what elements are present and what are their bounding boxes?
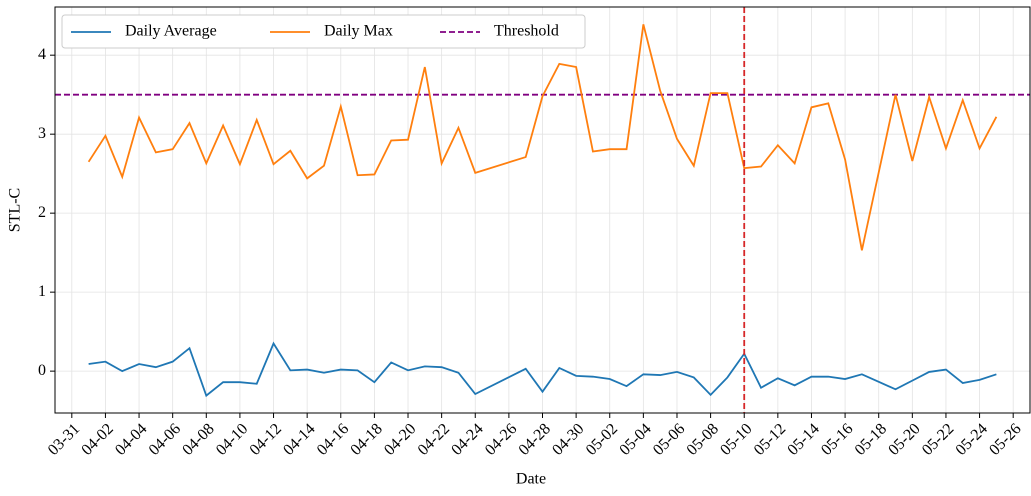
x-tick-label: 05-06	[650, 420, 688, 458]
x-tick-label: 04-22	[415, 420, 453, 458]
y-tick-label: 1	[38, 283, 46, 300]
x-tick-label: 05-16	[818, 420, 856, 458]
x-tick-label: 04-12	[247, 420, 285, 458]
x-tick-label: 04-10	[213, 420, 251, 458]
x-tick-label: 05-12	[751, 420, 789, 458]
x-tick-label: 04-06	[146, 420, 184, 458]
y-axis-label: STL-C	[7, 188, 24, 232]
x-tick-label: 04-08	[179, 420, 217, 458]
x-tick-label: 04-20	[381, 420, 419, 458]
x-tick-label: 05-20	[885, 420, 923, 458]
x-tick-label: 04-18	[347, 420, 385, 458]
x-tick-label: 05-18	[852, 420, 890, 458]
data-line	[87, 24, 998, 251]
y-tick-label: 4	[38, 46, 46, 63]
plot-frame	[54, 6, 1031, 414]
legend-box	[61, 14, 586, 49]
legend-label: Daily Max	[324, 23, 393, 40]
x-tick-label: 04-14	[280, 420, 318, 458]
x-tick-label: 05-24	[953, 420, 991, 458]
x-tick-label: 04-30	[549, 420, 587, 458]
legend-label: Daily Average	[125, 23, 217, 40]
x-tick-label: 04-16	[314, 420, 352, 458]
x-tick-label: 04-26	[482, 420, 520, 458]
x-tick-label: 05-08	[684, 420, 722, 458]
x-tick-label: 05-10	[717, 420, 755, 458]
x-tick-label: 04-24	[448, 420, 486, 458]
x-tick-label: 05-04	[616, 420, 654, 458]
x-tick-label: 04-04	[112, 420, 150, 458]
data-line	[88, 341, 997, 398]
y-tick-label: 2	[38, 204, 46, 221]
y-tick-label: 3	[38, 125, 46, 142]
x-tick-label: 03-31	[45, 420, 83, 458]
x-tick-label: 05-02	[583, 420, 621, 458]
x-tick-label: 04-28	[516, 420, 554, 458]
x-tick-label: 05-14	[784, 420, 822, 458]
y-tick-label: 0	[38, 362, 46, 379]
x-tick-label: 05-22	[919, 420, 957, 458]
x-tick-label: 05-26	[986, 420, 1024, 458]
x-tick-label: 04-02	[78, 420, 116, 458]
x-axis-label: Date	[516, 471, 546, 488]
legend-label: Threshold	[494, 23, 559, 40]
